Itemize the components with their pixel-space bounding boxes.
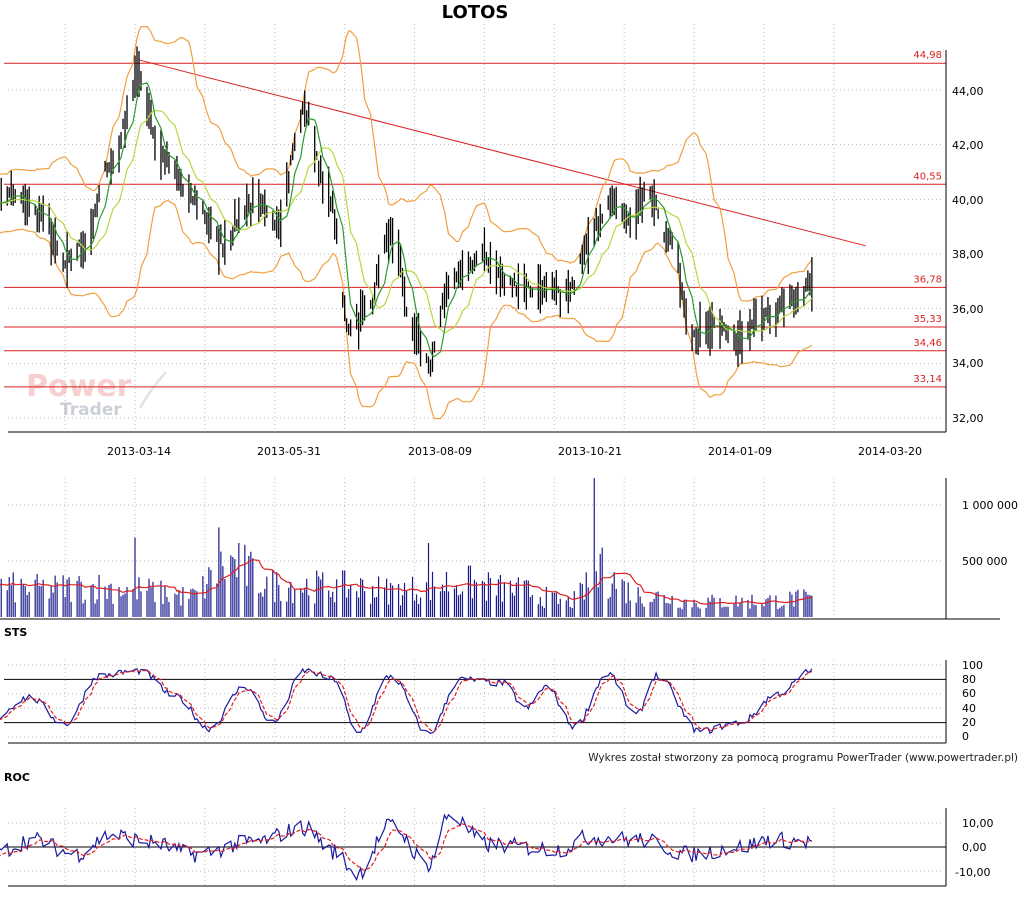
roc-y-tick-0: 0,00 xyxy=(962,841,987,854)
level-label-35,33: 35,33 xyxy=(913,314,942,325)
price-y-tick-38: 38,00 xyxy=(952,248,984,261)
volume-grid xyxy=(8,478,944,617)
bollinger-lower-line xyxy=(0,199,813,420)
volume-average xyxy=(0,559,812,605)
bollinger-bands xyxy=(0,25,813,420)
volume-bars xyxy=(0,478,813,617)
roc-y-tick-10: 10,00 xyxy=(962,817,994,830)
trend-line xyxy=(138,59,866,247)
sts-y-tick-60: 60 xyxy=(962,687,976,700)
price-panel: LOTOS Power Trader 44,98 40,55 36,78 35,33 3… xyxy=(0,2,984,458)
credit-note: Wykres został stworzony za pomocą progra… xyxy=(588,752,1018,764)
date-tick-2013-08-09: 2013-08-09 xyxy=(408,445,472,458)
price-y-ticks: 44,00 42,00 40,00 38,00 36,00 34,00 32,0… xyxy=(952,85,984,425)
date-tick-2013-03-14: 2013-03-14 xyxy=(107,445,171,458)
date-tick-2013-10-21: 2013-10-21 xyxy=(558,445,622,458)
sts-main-line xyxy=(0,667,813,735)
price-y-tick-40: 40,00 xyxy=(952,194,984,207)
chart-title: LOTOS xyxy=(442,2,509,23)
sts-lines xyxy=(0,667,813,735)
sts-y-tick-40: 40 xyxy=(962,702,976,715)
sts-grid xyxy=(8,660,944,743)
level-label-40,55: 40,55 xyxy=(913,171,942,182)
level-label-44,98: 44,98 xyxy=(913,50,942,61)
sts-signal-line xyxy=(0,669,813,732)
price-x-ticks: 2013-03-14 2013-05-31 2013-08-09 2013-10… xyxy=(107,445,922,458)
volume-y-tick-1m: 1 000 000 xyxy=(962,499,1018,512)
roc-panel: ROC 10,00 0,00 -10,00 xyxy=(0,771,994,887)
sts-y-tick-80: 80 xyxy=(962,673,976,686)
watermark-word-2: Trader xyxy=(60,400,122,420)
resistance-levels: 44,98 40,55 36,78 35,33 34,46 33,14 xyxy=(4,50,946,388)
price-grid xyxy=(8,24,944,430)
date-tick-2014-01-09: 2014-01-09 xyxy=(708,445,772,458)
sts-y-tick-0: 0 xyxy=(962,730,969,743)
sts-y-tick-100: 100 xyxy=(962,659,983,672)
roc-label: ROC xyxy=(4,771,30,784)
moving-average-long xyxy=(0,109,813,333)
moving-averages xyxy=(0,82,813,358)
level-label-33,14: 33,14 xyxy=(913,374,942,385)
date-tick-2013-05-31: 2013-05-31 xyxy=(257,445,321,458)
roc-grid xyxy=(8,808,944,886)
sts-panel: STS 100 80 60 40 20 0 Wykres został stwo… xyxy=(0,626,1018,764)
price-y-tick-42: 42,00 xyxy=(952,139,984,152)
price-y-tick-32: 32,00 xyxy=(952,412,984,425)
sts-label: STS xyxy=(4,626,27,639)
date-tick-2014-03-20: 2014-03-20 xyxy=(858,445,922,458)
sts-reference-lines xyxy=(4,678,946,724)
volume-y-tick-500k: 500 000 xyxy=(962,555,1008,568)
price-bars xyxy=(0,46,813,377)
bollinger-upper-line xyxy=(0,25,813,302)
sts-y-tick-20: 20 xyxy=(962,716,976,729)
price-y-tick-44: 44,00 xyxy=(952,85,984,98)
volume-panel: 1 000 000 500 000 xyxy=(0,478,1018,620)
level-label-36,78: 36,78 xyxy=(913,274,942,285)
watermark-logo: Power Trader xyxy=(26,369,167,420)
moving-average-short xyxy=(0,82,813,358)
price-y-tick-34: 34,00 xyxy=(952,357,984,370)
watermark-swoosh xyxy=(138,371,167,409)
price-y-tick-36: 36,00 xyxy=(952,303,984,316)
roc-lines xyxy=(0,813,813,882)
volume-average-line xyxy=(0,559,812,605)
roc-signal-line xyxy=(0,823,812,871)
roc-main-line xyxy=(0,813,813,882)
roc-y-tick-minus10: -10,00 xyxy=(955,866,990,879)
level-label-34,46: 34,46 xyxy=(913,338,942,349)
